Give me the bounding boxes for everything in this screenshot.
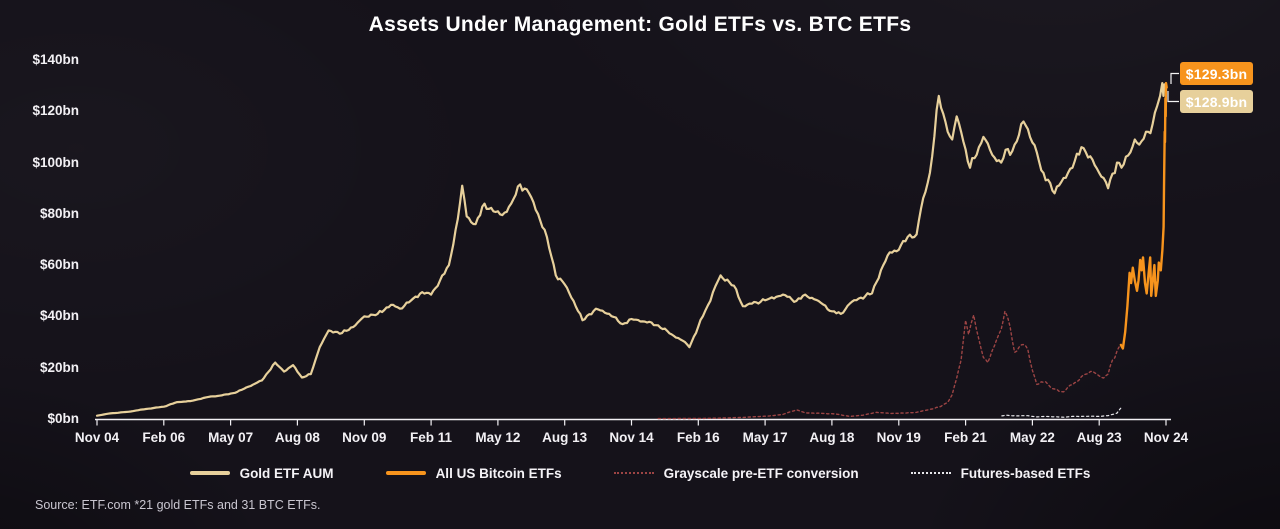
legend-marker [385, 471, 426, 475]
series-futures-based-etfs [1001, 407, 1122, 418]
x-axis-label: Nov 09 [342, 430, 387, 445]
legend-item-all-us-bitcoin-etfs: All US Bitcoin ETFs [385, 465, 562, 481]
x-axis-label: Nov 19 [876, 430, 921, 445]
y-axis-label: $80bn [39, 205, 79, 221]
gold-value-callout: $128.9bn [1180, 90, 1253, 113]
legend-label: Futures-based ETFs [960, 465, 1091, 481]
x-axis-label: Nov 14 [609, 430, 654, 445]
x-axis-label: Aug 08 [274, 430, 320, 445]
source-note: Source: ETF.com *21 gold ETFs and 31 BTC… [35, 498, 321, 512]
x-axis-label: Feb 11 [410, 430, 453, 445]
x-axis-label: May 22 [1009, 430, 1055, 445]
x-axis-label: Aug 18 [809, 430, 855, 445]
y-axis-label: $140bn [32, 52, 79, 67]
x-axis-label: Feb 21 [944, 430, 987, 445]
chart-title: Assets Under Management: Gold ETFs vs. B… [368, 13, 912, 36]
y-axis-label: $40bn [39, 308, 79, 324]
x-axis-label: Feb 06 [142, 430, 186, 445]
legend-marker [910, 472, 951, 474]
x-axis-label: May 17 [742, 430, 788, 445]
x-axis-label: Feb 16 [676, 430, 720, 445]
chart-legend: Gold ETF AUM All US Bitcoin ETFs Grayscale… [0, 463, 1280, 483]
legend-label: Grayscale pre-ETF conversion [663, 465, 859, 481]
x-axis-label: Nov 04 [74, 430, 120, 445]
legend-item-grayscale-pre-etf-conversion: Grayscale pre-ETF conversion [613, 465, 859, 481]
series-gold-etf-aum [95, 82, 1168, 417]
y-axis-label: $0bn [47, 411, 79, 426]
y-axis-label: $120bn [32, 103, 79, 119]
legend-marker [189, 471, 230, 475]
x-axis-label: May 07 [208, 430, 254, 445]
legend-label: Gold ETF AUM [239, 465, 334, 481]
btc-value-callout: $129.3bn [1180, 62, 1253, 85]
y-axis-label: $100bn [32, 154, 79, 170]
y-axis-label: $60bn [39, 257, 79, 273]
legend-marker [613, 472, 654, 474]
series-grayscale-pre-etf-conversion [657, 310, 1122, 420]
legend-label: All US Bitcoin ETFs [435, 465, 562, 481]
legend-item-futures-based-etfs: Futures-based ETFs [910, 465, 1091, 481]
x-axis-label: Aug 23 [1076, 430, 1122, 445]
y-axis-label: $20bn [39, 359, 79, 375]
x-axis-label: Nov 24 [1143, 430, 1189, 445]
legend-item-gold-etf-aum: Gold ETF AUM [189, 465, 334, 481]
series-all-us-bitcoin-etfs [1119, 81, 1168, 350]
x-axis-label: Aug 13 [542, 430, 588, 445]
x-axis-label: May 12 [475, 430, 521, 445]
